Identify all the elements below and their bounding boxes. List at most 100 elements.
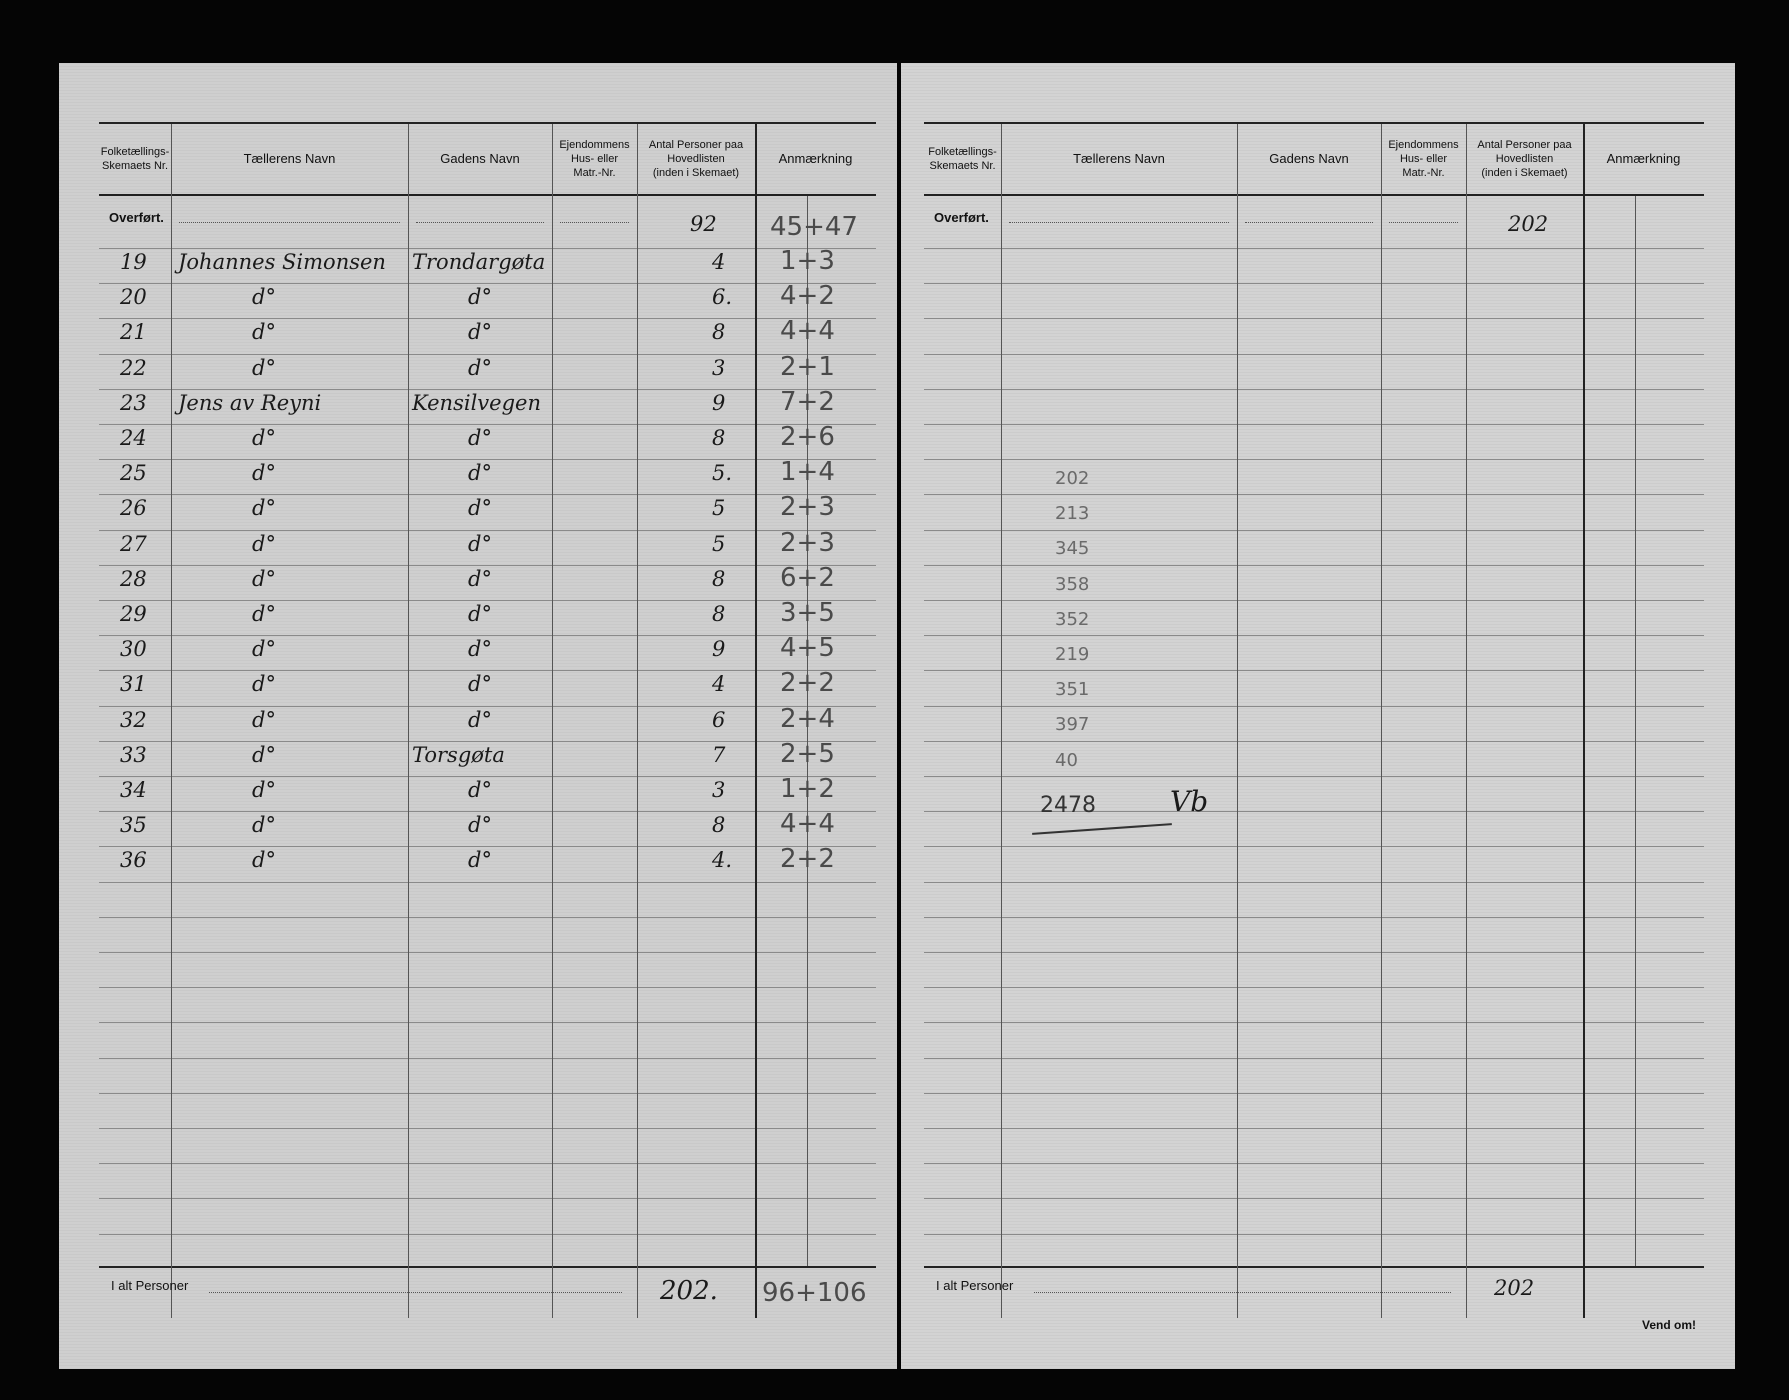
right-row-rule — [924, 881, 1704, 883]
right-row-rule — [924, 529, 1704, 531]
right-row-rule — [924, 740, 1704, 742]
left-total-antal: 202. — [660, 1276, 718, 1306]
left-overfort-dots — [179, 222, 400, 223]
row-nr: 33 — [120, 742, 147, 767]
left-row-rule — [99, 600, 876, 601]
row-antal: 5 — [712, 531, 726, 556]
row-nr: 32 — [120, 707, 147, 732]
left-row-rule — [99, 881, 876, 883]
vend-om-label: Vend om! — [1642, 1318, 1697, 1332]
tally-value: 202 — [1055, 468, 1090, 489]
right-header-hus-nr: Ejendommens Hus- eller Matr.-Nr. — [1388, 139, 1459, 179]
row-antal: 8 — [712, 813, 726, 838]
row-taellerens-navn: d° — [252, 461, 276, 486]
row-gadens-navn: d° — [468, 496, 492, 521]
row-antal: 6. — [712, 285, 733, 310]
left-row-rule — [99, 1057, 876, 1059]
left-row-rule — [99, 740, 876, 742]
right-column-divider — [1237, 124, 1238, 1318]
left-row-rule — [99, 529, 876, 531]
right-row-rule — [924, 1198, 1704, 1200]
row-anmaerkning: 3+5 — [780, 598, 835, 628]
left-row-rule — [99, 952, 876, 953]
row-antal: 8 — [712, 602, 726, 626]
left-row-rule — [99, 1233, 876, 1235]
row-antal: 9 — [712, 390, 726, 415]
row-nr: 19 — [120, 250, 147, 274]
right-row-rule — [924, 916, 1704, 918]
left-row-rule — [99, 635, 876, 637]
right-row-rule — [924, 1092, 1704, 1094]
left-row-rule — [99, 248, 876, 249]
left-total-label: I alt Personer — [111, 1278, 189, 1293]
row-anmaerkning: 4+4 — [780, 809, 835, 840]
left-header-top-rule — [99, 122, 876, 124]
tally-value: 358 — [1055, 573, 1090, 595]
row-anmaerkning: 6+2 — [780, 562, 835, 593]
tally-value: 351 — [1055, 679, 1090, 701]
right-footer-rule — [924, 1266, 1704, 1268]
left-row-rule — [99, 564, 876, 566]
left-row-rule — [99, 424, 876, 425]
right-column-divider — [1583, 124, 1585, 1318]
row-antal: 5 — [712, 496, 726, 521]
row-gadens-navn: d° — [468, 637, 492, 662]
tally-mark: Vb — [1170, 785, 1209, 818]
row-taellerens-navn: d° — [252, 637, 276, 662]
left-overfort-dots — [560, 222, 629, 223]
right-row-rule — [924, 1128, 1704, 1129]
row-antal: 4 — [712, 250, 726, 274]
left-row-rule — [99, 283, 876, 285]
left-row-rule — [99, 846, 876, 848]
right-row-rule — [924, 283, 1704, 285]
row-gadens-navn: d° — [468, 813, 492, 838]
right-row-rule — [924, 811, 1704, 813]
row-gadens-navn: d° — [468, 355, 492, 380]
right-row-rule — [924, 1057, 1704, 1059]
right-header-anmaerkning: Anmærkning — [1606, 151, 1681, 166]
right-header-antal-personer: Antal Personer paa Hovedlisten (inden i … — [1477, 139, 1572, 179]
right-row-rule — [924, 987, 1704, 989]
row-gadens-navn: d° — [468, 426, 492, 450]
right-row-rule — [924, 494, 1704, 496]
row-taellerens-navn: d° — [252, 426, 276, 450]
right-row-rule — [924, 705, 1704, 707]
row-taellerens-navn: d° — [252, 355, 276, 380]
row-gadens-navn: Torsgøta — [412, 742, 505, 767]
right-row-rule — [924, 846, 1704, 848]
right-header-taellerens-navn: Tællerens Navn — [1073, 151, 1165, 166]
right-column-divider — [1466, 124, 1467, 1318]
row-taellerens-navn: d° — [252, 848, 276, 873]
right-row-rule — [924, 318, 1704, 320]
left-total-anm: 96+106 — [762, 1278, 867, 1308]
left-row-rule — [99, 670, 876, 672]
row-taellerens-navn: d° — [252, 707, 276, 732]
row-antal: 8 — [712, 320, 726, 345]
left-row-rule — [99, 811, 876, 813]
row-anmaerkning: 2+3 — [780, 527, 835, 558]
left-row-rule — [99, 494, 876, 496]
row-antal: 8 — [712, 426, 726, 450]
left-row-rule — [99, 388, 876, 390]
left-overfort-label: Overført. — [109, 210, 164, 225]
row-nr: 22 — [120, 355, 147, 380]
row-gadens-navn: d° — [468, 320, 492, 345]
left-total-dots — [209, 1292, 622, 1293]
row-antal: 3 — [712, 778, 726, 802]
row-nr: 24 — [120, 426, 147, 450]
row-gadens-navn: d° — [468, 672, 492, 697]
left-row-rule — [99, 705, 876, 707]
row-anmaerkning: 7+2 — [780, 386, 835, 417]
left-row-rule — [99, 353, 876, 355]
row-nr: 21 — [120, 320, 147, 345]
row-anmaerkning: 2+2 — [780, 668, 835, 699]
row-taellerens-navn: Jens av Reyni — [178, 390, 322, 415]
right-row-rule — [924, 388, 1704, 390]
row-antal: 9 — [712, 637, 726, 662]
left-row-rule — [99, 987, 876, 989]
right-row-rule — [924, 424, 1704, 425]
row-antal: 6 — [712, 707, 726, 732]
row-taellerens-navn: d° — [252, 496, 276, 521]
right-row-rule — [924, 600, 1704, 601]
row-anmaerkning: 2+2 — [780, 844, 835, 875]
